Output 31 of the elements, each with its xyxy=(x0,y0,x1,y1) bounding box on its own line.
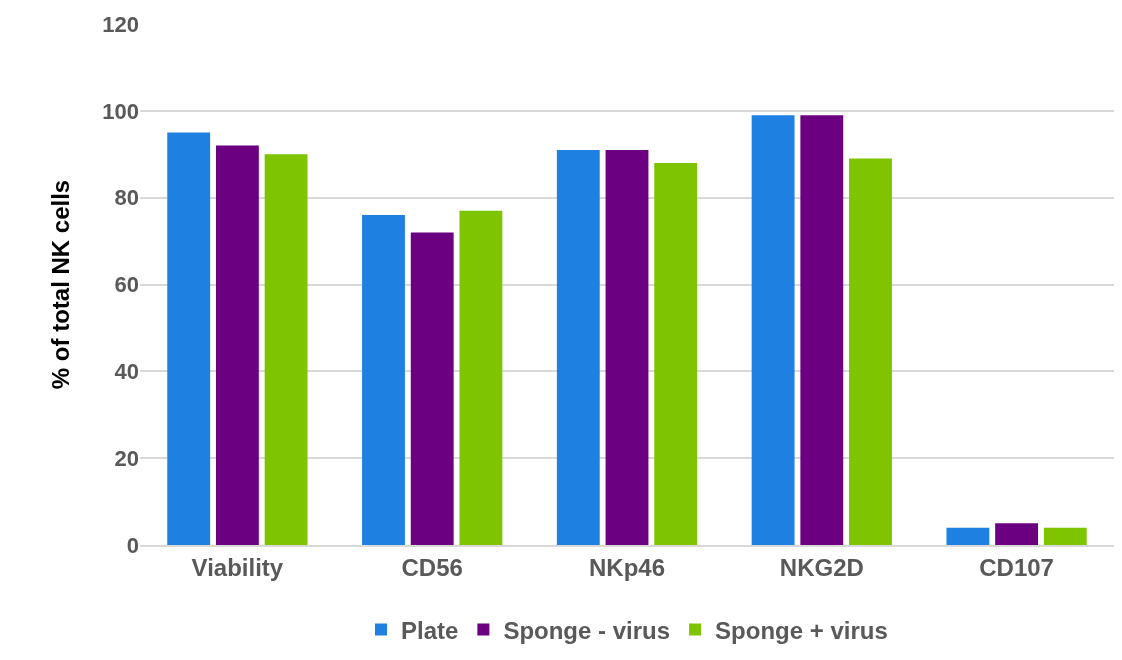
y-axis-title: % of total NK cells xyxy=(47,179,75,390)
legend-label: Sponge - virus xyxy=(503,616,671,644)
x-tick-label: NKG2D xyxy=(779,553,864,581)
bar xyxy=(215,145,259,545)
x-tick-label: Viability xyxy=(191,553,284,581)
bar xyxy=(800,115,844,545)
y-tick-label: 120 xyxy=(102,11,139,37)
bar xyxy=(751,115,795,545)
bar xyxy=(459,210,503,545)
x-tick-label: CD56 xyxy=(401,553,463,581)
bar xyxy=(605,149,649,545)
bar xyxy=(362,215,405,545)
bar xyxy=(946,527,990,545)
bar xyxy=(1043,527,1087,545)
bar xyxy=(167,132,211,545)
y-tick-label: 0 xyxy=(126,532,139,558)
x-tick-label: NKp46 xyxy=(588,553,666,581)
legend-label: Plate xyxy=(401,616,459,644)
bar xyxy=(654,162,698,545)
bar xyxy=(849,158,892,545)
y-tick-label: 40 xyxy=(114,359,139,385)
bar xyxy=(410,232,454,545)
y-tick-label: 60 xyxy=(114,272,139,298)
y-tick-label: 20 xyxy=(114,445,139,471)
legend-label: Sponge + virus xyxy=(715,616,888,644)
bar xyxy=(995,523,1039,545)
bar xyxy=(264,154,308,545)
y-tick-label: 80 xyxy=(114,185,139,211)
y-tick-label: 100 xyxy=(102,98,139,124)
bar xyxy=(556,149,600,545)
x-tick-label: CD107 xyxy=(979,553,1054,581)
